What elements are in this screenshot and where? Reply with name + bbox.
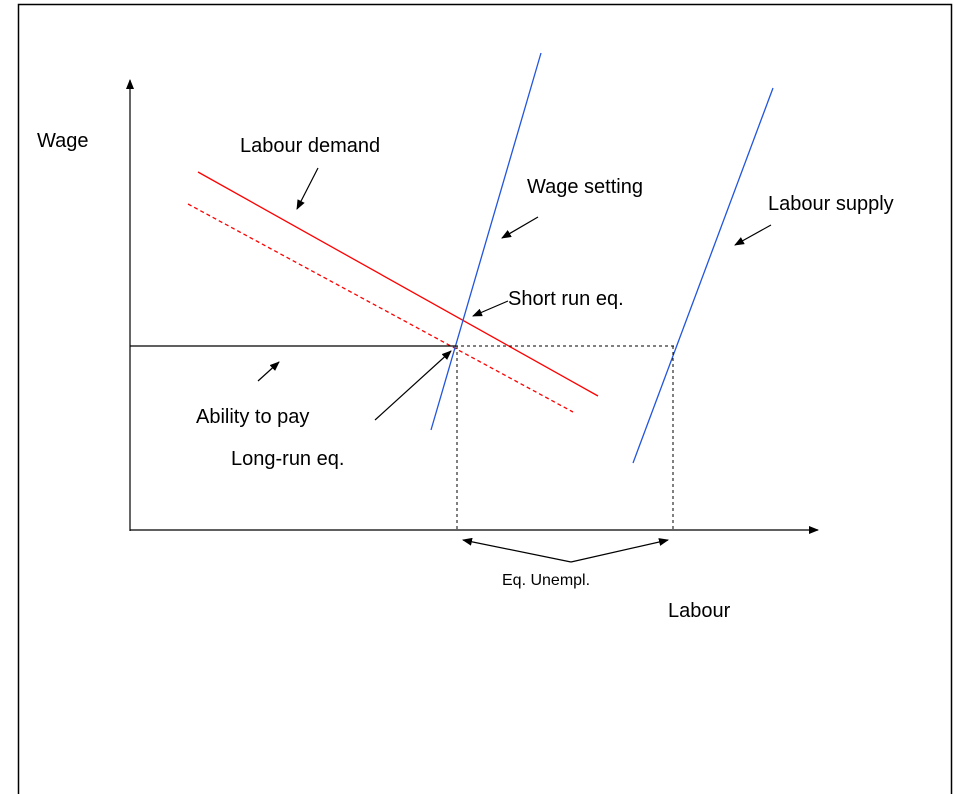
labour-supply-line (632, 87, 774, 464)
wage-setting-line (430, 52, 542, 431)
pointer-arrow (472, 300, 509, 317)
frame (17, 3, 953, 794)
pointer-arrow (296, 167, 319, 210)
pointer-arrow (462, 537, 572, 563)
y-axis-label: Wage (37, 130, 89, 152)
pointer-arrow (570, 538, 669, 563)
curve-label: Labour demand (240, 135, 380, 157)
pointer-arrow (374, 350, 452, 421)
annotation: Long-run eq. (231, 448, 344, 470)
annotation: Ability to pay (196, 406, 309, 428)
shifted-demand-line (187, 203, 574, 413)
x-axis-label: Labour (668, 600, 731, 622)
labour-demand-line (197, 171, 599, 397)
pointer-arrow (734, 224, 772, 246)
pointer-arrow (257, 361, 280, 382)
pointer-arrow (501, 216, 539, 239)
curve-label: Wage setting (527, 176, 643, 198)
annotation: Short run eq. (508, 288, 624, 310)
annotation: Eq. Unempl. (502, 572, 590, 589)
curve-label: Labour supply (768, 193, 894, 215)
